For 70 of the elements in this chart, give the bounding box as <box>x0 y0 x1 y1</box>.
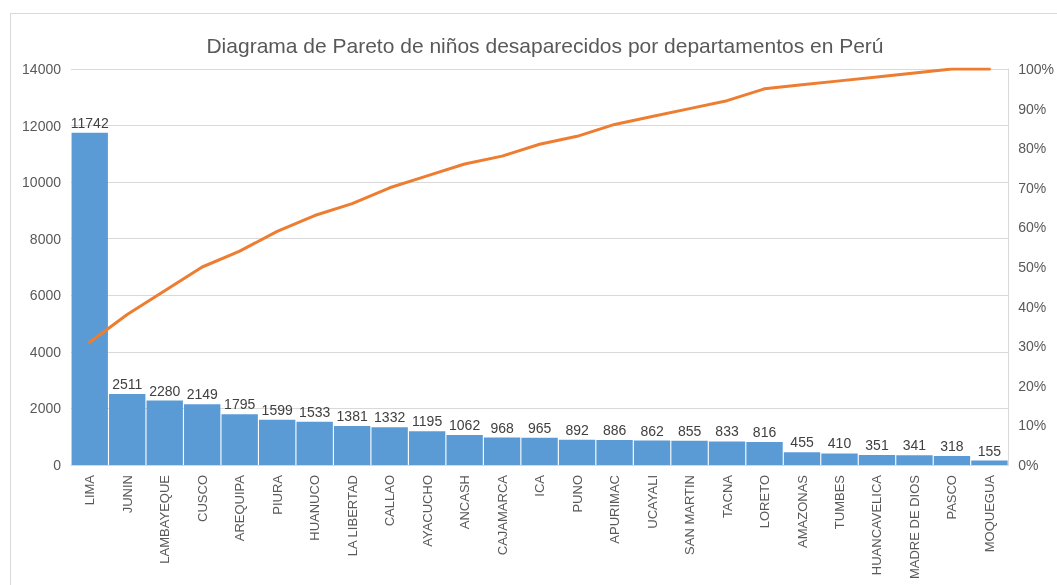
data-label: 892 <box>565 421 589 438</box>
x-tick-label: TACNA <box>719 474 735 519</box>
x-tick-label: MADRE DE DIOS <box>906 474 922 580</box>
x-tick-label: AYACUCHO <box>419 475 435 547</box>
data-label: 862 <box>640 422 664 439</box>
data-label: 351 <box>865 437 889 454</box>
data-label: 855 <box>677 422 702 439</box>
data-label: 816 <box>752 423 777 440</box>
data-label: 2149 <box>186 386 218 403</box>
x-tick-label: CAJAMARCA <box>494 474 510 556</box>
y2-tick-label: 10% <box>1018 417 1047 434</box>
y2-tick-label: 30% <box>1018 338 1047 355</box>
data-label: 833 <box>715 423 739 440</box>
y2-tick-label: 50% <box>1018 259 1047 275</box>
data-label: 2280 <box>149 382 181 399</box>
x-tick-label: AMAZONAS <box>794 474 810 548</box>
x-tick-label: LIMA <box>82 474 98 506</box>
data-label: 1533 <box>299 403 331 420</box>
y-tick-label: 14000 <box>22 61 62 77</box>
data-label: 1795 <box>224 396 256 413</box>
data-label: 155 <box>977 442 1002 459</box>
x-tick-label: JUNIN <box>119 475 135 514</box>
x-tick-label: HUANUCO <box>307 475 323 541</box>
x-tick-label: AREQUIPA <box>232 474 248 542</box>
x-tick-label: CUSCO <box>194 475 210 522</box>
y-tick-label: 10000 <box>22 174 62 191</box>
x-tick-label: PIURA <box>269 474 285 515</box>
y-tick-label: 4000 <box>29 343 62 360</box>
x-tick-label: LORETO <box>757 475 773 529</box>
chart-title: Diagrama de Pareto de niños desaparecidos por departamentos en Perú <box>206 34 884 57</box>
y-tick-label: 6000 <box>29 287 62 304</box>
x-tick-label: PUNO <box>569 475 585 513</box>
y2-tick-label: 100% <box>1018 61 1055 77</box>
data-label: 410 <box>827 435 852 452</box>
y2-tick-label: 60% <box>1018 219 1047 236</box>
data-label: 455 <box>790 434 814 451</box>
y-tick-label: 2000 <box>29 400 62 417</box>
y-tick-label: 12000 <box>22 117 62 134</box>
data-label: 11742 <box>70 114 109 131</box>
y2-tick-label: 80% <box>1018 140 1047 157</box>
data-label: 341 <box>902 437 927 454</box>
y2-tick-label: 40% <box>1018 298 1047 315</box>
y2-tick-label: 20% <box>1018 377 1047 394</box>
data-label: 318 <box>940 438 964 455</box>
x-tick-label: ANCASH <box>457 475 473 530</box>
x-tick-label: UCAYALI <box>644 475 660 529</box>
data-label: 1599 <box>261 401 293 418</box>
x-tick-label: MOQUEGUA <box>981 474 997 553</box>
y2-tick-label: 0% <box>1018 457 1039 473</box>
x-tick-label: APURIMAC <box>607 475 623 544</box>
x-tick-label: HUANCAVELICA <box>869 474 885 576</box>
data-label: 886 <box>602 421 627 438</box>
x-tick-label: LA LIBERTAD <box>344 475 360 557</box>
y-tick-label: 0 <box>53 457 62 473</box>
y-tick-label: 8000 <box>29 230 62 247</box>
data-label: 1062 <box>449 416 481 433</box>
data-label: 1381 <box>336 407 368 424</box>
x-tick-label: TUMBES <box>832 474 847 530</box>
x-tick-label: LAMBAYEQUE <box>157 474 173 564</box>
data-label: 1195 <box>412 413 443 430</box>
x-tick-label: CALLAO <box>382 475 398 527</box>
x-tick-label: PASCO <box>944 475 960 520</box>
x-tick-label: SAN MARTIN <box>682 475 698 555</box>
data-label: 1332 <box>374 409 406 426</box>
data-label: 968 <box>490 419 514 436</box>
x-tick-label: ICA <box>532 474 548 497</box>
data-label: 2511 <box>112 375 143 392</box>
y2-tick-label: 90% <box>1018 100 1047 117</box>
y2-tick-label: 70% <box>1018 179 1047 196</box>
data-label: 965 <box>527 419 552 436</box>
